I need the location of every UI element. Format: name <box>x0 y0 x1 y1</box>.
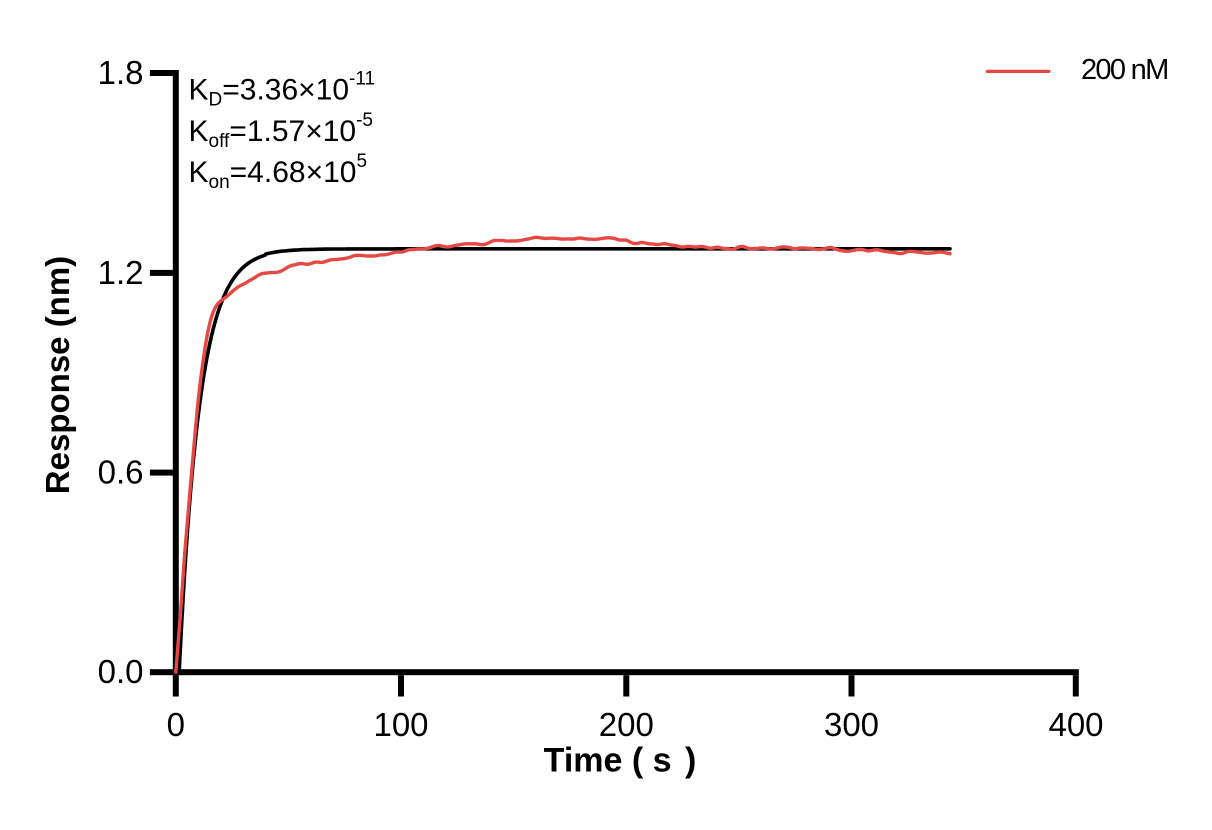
svg-text:0.0: 0.0 <box>98 653 144 690</box>
svg-text:1.2: 1.2 <box>98 254 144 291</box>
svg-text:200 nM: 200 nM <box>1081 54 1168 86</box>
svg-text:1.8: 1.8 <box>98 54 144 91</box>
svg-text:200: 200 <box>599 706 654 743</box>
svg-text:0: 0 <box>167 706 185 743</box>
svg-text:KD=3.36×10-11: KD=3.36×10-11 <box>189 69 376 111</box>
svg-text:Response (nm): Response (nm) <box>39 256 76 494</box>
svg-text:Kon=4.68×105: Kon=4.68×105 <box>189 151 368 193</box>
svg-text:400: 400 <box>1048 706 1103 743</box>
svg-text:300: 300 <box>824 706 879 743</box>
svg-text:100: 100 <box>373 706 428 743</box>
svg-text:0.6: 0.6 <box>98 454 144 491</box>
svg-text:Time ( s ): Time ( s ) <box>544 742 697 780</box>
svg-text:Koff=1.57×10-5: Koff=1.57×10-5 <box>189 110 374 152</box>
